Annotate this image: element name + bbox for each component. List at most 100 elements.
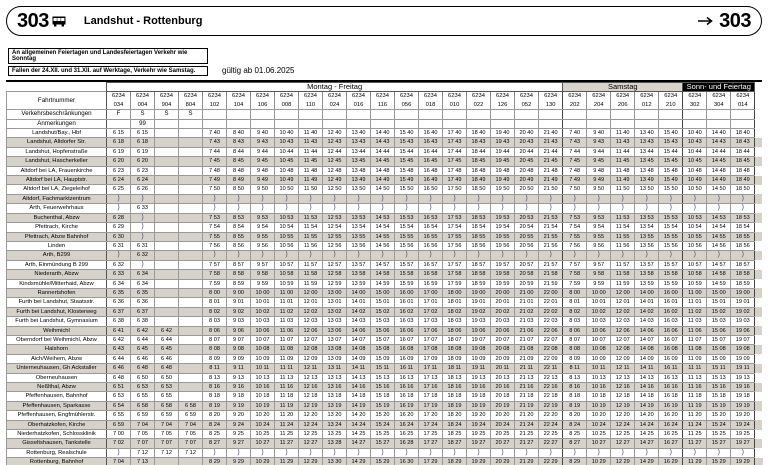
header-pad-2 xyxy=(755,119,763,128)
trip-number-056: 6234 056 xyxy=(394,91,419,111)
table-row: Neßlthal, Abzw 6 51 6 53 6 53 8 16 9 16 10 16 1… xyxy=(6,381,763,393)
time-cell: 11 20 xyxy=(682,410,708,421)
time-cell xyxy=(178,287,203,299)
stop-name: Landshut/Bay., Hbf xyxy=(6,128,107,139)
time-cell: 11 18 xyxy=(682,391,708,402)
time-cell: 18 18 xyxy=(442,391,467,402)
time-cell: 15 43 xyxy=(394,137,419,148)
time-cell: 8 18 xyxy=(562,391,588,402)
holiday-note-2: Fallen der 24.XII. und 31.XII. auf Werkt… xyxy=(8,66,208,76)
time-cell: 13 58 xyxy=(346,269,371,280)
daygroup-spacer xyxy=(7,83,107,92)
time-cell: 12 08 xyxy=(610,344,636,355)
table-row: Landshut/Bay., Hbf 6 15 6 15 7 40 8 40 9 40 10… xyxy=(6,128,763,139)
remark-202 xyxy=(562,118,588,130)
time-cell: 9 44 xyxy=(586,146,612,158)
time-cell: 11 40 xyxy=(298,128,323,139)
remark-304 xyxy=(706,118,732,130)
trip-number-014: 6234 014 xyxy=(730,91,756,111)
time-cell: 14 11 xyxy=(634,363,660,374)
time-cell: 15 24 xyxy=(706,419,732,431)
time-cell: 10 44 xyxy=(682,146,708,158)
time-cell: 6 15 xyxy=(106,128,131,139)
row-pad xyxy=(755,392,763,401)
time-cell: 10 57 xyxy=(682,259,708,271)
time-cell: 9 57 xyxy=(586,259,612,271)
time-cell: 19 07 xyxy=(466,334,491,346)
restriction-004: S xyxy=(130,109,155,120)
time-cell: 15 25 xyxy=(370,429,395,440)
restriction-022 xyxy=(466,109,491,120)
time-cell: 6 58 xyxy=(178,400,203,412)
time-cell: 7 53 xyxy=(202,212,227,224)
trip-number-202: 6234 202 xyxy=(562,91,588,111)
time-cell: 19 09 xyxy=(730,353,756,365)
row-pad xyxy=(754,344,763,355)
time-cell: 18 56 xyxy=(466,240,491,252)
time-cell: 9 48 xyxy=(250,165,275,177)
time-cell: 16 06 xyxy=(394,325,419,336)
time-cell: 17 16 xyxy=(418,381,443,393)
time-cell: 8 20 xyxy=(562,410,588,421)
table-row: Oberneuhausen 6 48 6 50 6 50 8 13 9 13 10 13 11… xyxy=(6,372,763,384)
time-cell: 14 27 xyxy=(634,438,660,449)
time-cell: 11 56 xyxy=(610,240,636,252)
time-cell: 9 07 xyxy=(226,334,251,346)
time-cell: 6 25 xyxy=(106,184,131,195)
time-cell: 6 20 xyxy=(130,156,155,167)
time-cell: 19 43 xyxy=(490,137,515,148)
time-cell: 16 18 xyxy=(658,391,684,402)
time-cell: 20 00 xyxy=(490,287,515,299)
time-cell: 8 27 xyxy=(562,438,588,449)
time-cell: 15 13 xyxy=(706,372,732,384)
time-cell: 18 49 xyxy=(466,175,491,186)
time-cell: ) xyxy=(250,447,275,459)
time-cell: 12 07 xyxy=(610,334,636,346)
time-cell: 20 11 xyxy=(490,363,515,374)
time-cell: 8 08 xyxy=(562,344,588,355)
time-cell: ) xyxy=(274,447,299,459)
table-row: Furth bei Landshut, Klosterweg 6 37 6 37 8 … xyxy=(6,306,763,318)
time-cell: 8 27 xyxy=(202,438,227,449)
time-cell: 17 06 xyxy=(418,325,443,336)
time-cell: 12 56 xyxy=(322,240,347,252)
time-cell: 15 56 xyxy=(658,240,684,252)
time-cell: 14 43 xyxy=(706,137,732,148)
header-pad-1 xyxy=(755,110,763,119)
table-row: Landshut, Hascherkeller 6 20 6 20 7 45 8 45 9… xyxy=(6,156,763,167)
time-cell: 10 07 xyxy=(250,334,275,346)
time-cell: 6 45 xyxy=(154,344,179,355)
time-cell: 14 03 xyxy=(346,316,371,327)
time-cell: 11 55 xyxy=(298,231,323,242)
time-cell: 16 59 xyxy=(418,278,443,289)
time-cell: ) xyxy=(274,193,299,205)
time-cell: 21 16 xyxy=(514,381,539,393)
time-cell: 12 29 xyxy=(298,457,323,465)
time-cell: 12 16 xyxy=(610,381,636,393)
header-divider xyxy=(6,80,762,82)
time-cell: 14 11 xyxy=(346,363,371,374)
time-cell: 10 53 xyxy=(274,212,299,224)
time-cell: 19 03 xyxy=(466,316,491,327)
time-cell: 6 54 xyxy=(106,400,131,412)
time-cell: 7 55 xyxy=(202,231,227,242)
time-cell: 19 13 xyxy=(730,372,756,384)
time-cell: 18 25 xyxy=(442,429,467,440)
time-cell: 21 58 xyxy=(537,269,564,280)
table-row: Weihmichl 6 41 6 42 6 42 8 06 9 06 10 06 11 06 1… xyxy=(6,325,763,336)
time-cell xyxy=(154,297,179,308)
time-cell xyxy=(178,240,203,252)
time-cell: 15 06 xyxy=(370,325,395,336)
time-cell: 16 19 xyxy=(658,400,684,412)
stop-name: Landshut, Altdorfer Str. xyxy=(6,137,107,148)
time-cell: 13 45 xyxy=(634,156,660,167)
time-cell: 16 06 xyxy=(658,325,684,336)
time-cell: 12 06 xyxy=(298,325,323,336)
time-cell: 21 24 xyxy=(514,419,539,431)
time-cell: 16 20 xyxy=(658,410,684,421)
time-cell: ) xyxy=(610,250,636,261)
time-cell: 10 49 xyxy=(682,175,708,186)
stop-name: Altdorf, Fachmarktzentrum xyxy=(6,193,107,205)
time-cell: 21 54 xyxy=(537,222,564,233)
time-cell xyxy=(154,250,179,261)
